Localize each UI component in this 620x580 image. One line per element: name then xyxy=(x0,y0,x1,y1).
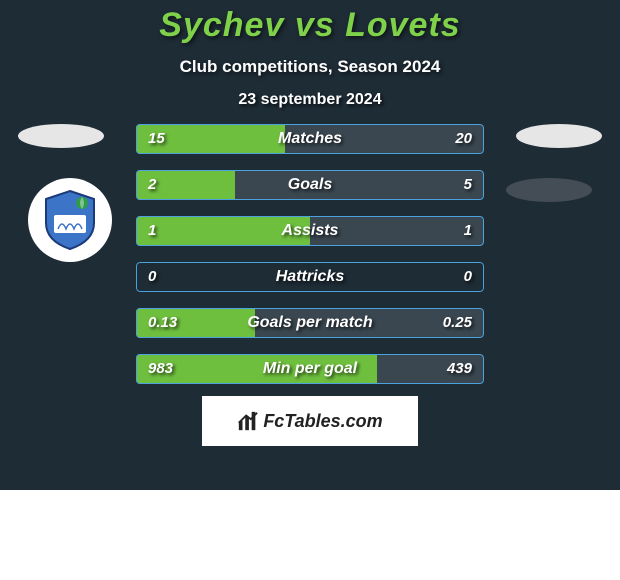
stat-label: Min per goal xyxy=(136,354,484,384)
watermark-text: FcTables.com xyxy=(263,411,382,432)
comparison-infographic: Sychev vs Lovets Club competitions, Seas… xyxy=(0,0,620,490)
stat-label: Assists xyxy=(136,216,484,246)
stat-label: Matches xyxy=(136,124,484,154)
page-subtitle: Club competitions, Season 2024 xyxy=(0,57,620,77)
stat-row: 983439Min per goal xyxy=(136,354,484,384)
stat-label: Goals per match xyxy=(136,308,484,338)
shield-icon xyxy=(42,189,98,251)
stat-row: 00Hattricks xyxy=(136,262,484,292)
team-left-badge-placeholder xyxy=(18,124,104,148)
stat-row: 1520Matches xyxy=(136,124,484,154)
team-left-crest xyxy=(28,178,112,262)
team-right-badge-placeholder xyxy=(516,124,602,148)
team-right-secondary-placeholder xyxy=(506,178,592,202)
stat-label: Goals xyxy=(136,170,484,200)
stat-rows: 1520Matches 25Goals 11Assists 00Hattricks 0.… xyxy=(136,124,484,400)
stat-row: 11Assists xyxy=(136,216,484,246)
page-date: 23 september 2024 xyxy=(0,91,620,109)
watermark-brand: FcTables.com xyxy=(202,396,418,446)
stat-label: Hattricks xyxy=(136,262,484,292)
page-title: Sychev vs Lovets xyxy=(0,0,620,45)
stat-row: 0.130.25Goals per match xyxy=(136,308,484,338)
chart-icon xyxy=(237,410,259,432)
stat-row: 25Goals xyxy=(136,170,484,200)
